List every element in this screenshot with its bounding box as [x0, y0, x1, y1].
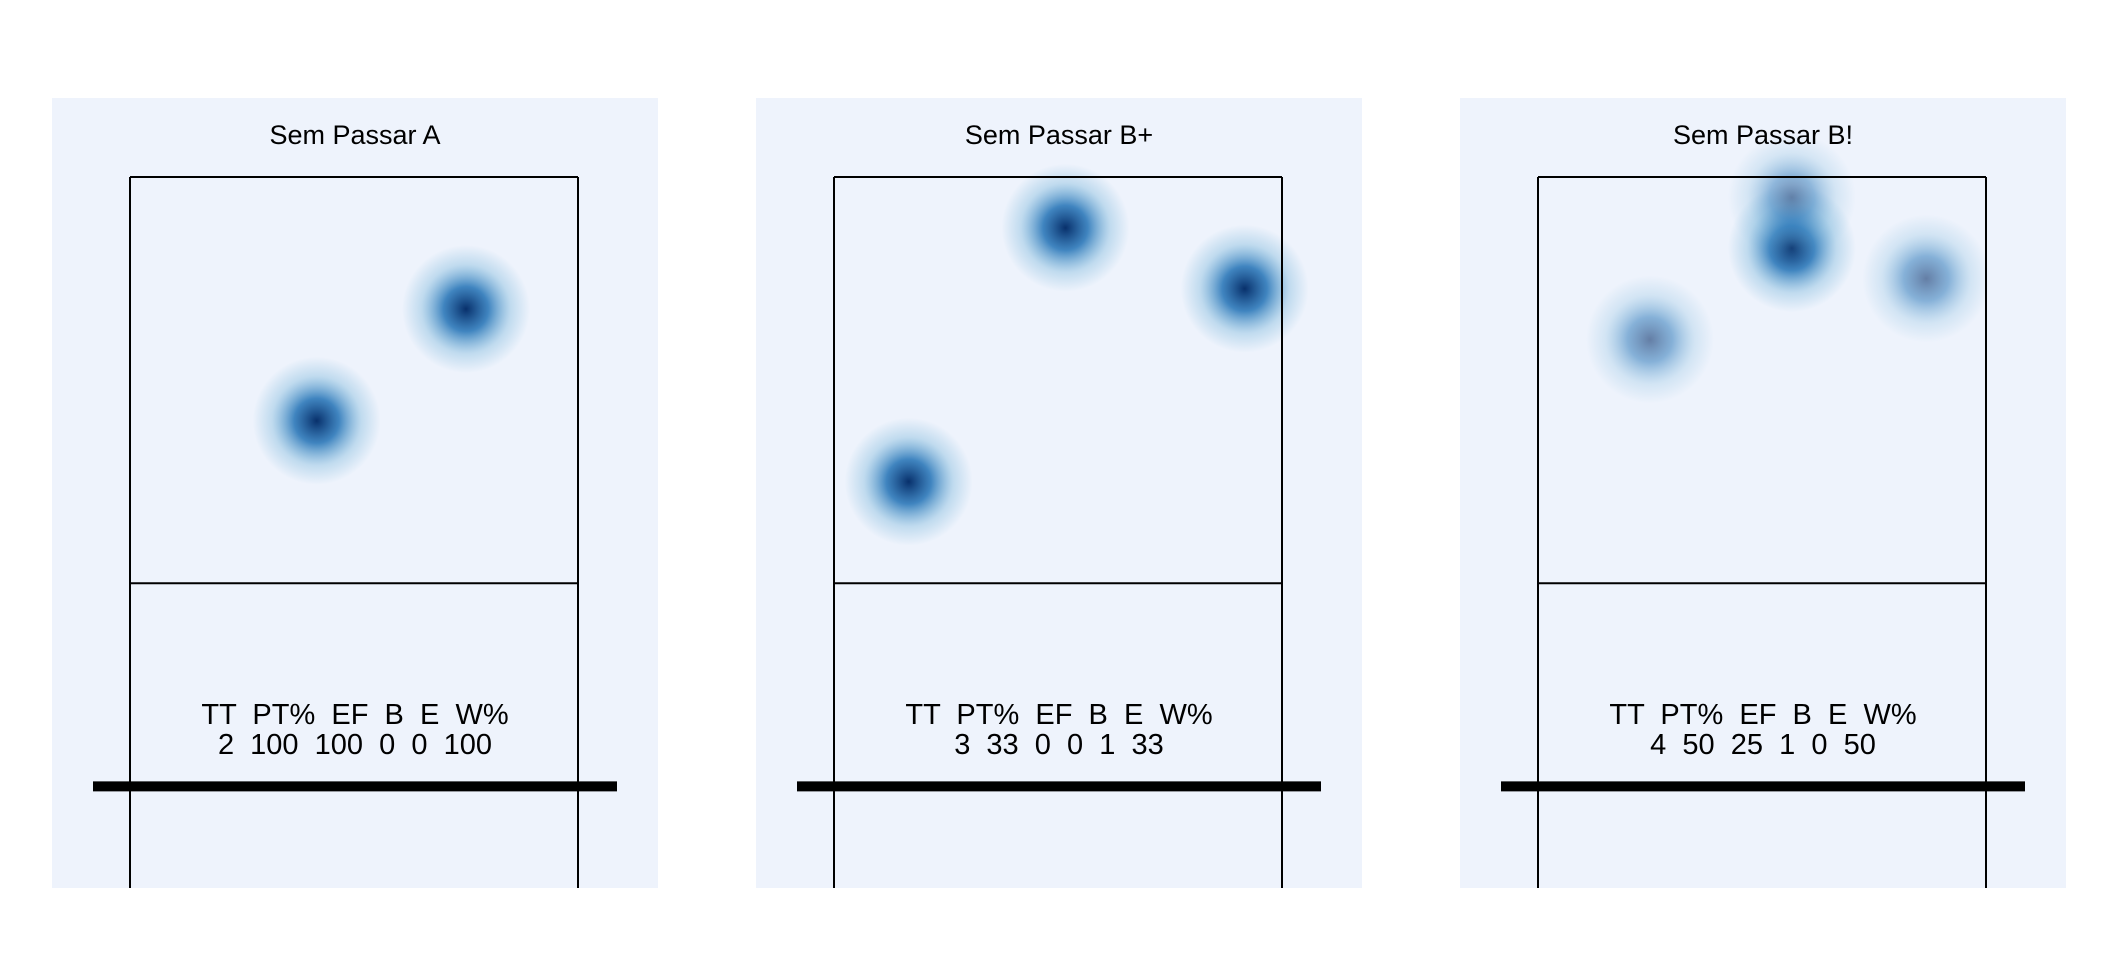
stats-values-3: 4 50 25 1 0 50 [1650, 729, 1876, 761]
court-heatmap-1 [93, 176, 617, 888]
stats-header-2: TT PT% EF B E W% [905, 699, 1213, 731]
court-heatmap-2 [797, 163, 1321, 888]
panel-title-2: Sem Passar B+ [964, 120, 1154, 150]
heat-hotspot [1001, 163, 1130, 292]
heat-hotspot [1862, 214, 1991, 343]
panel-title-3: Sem Passar B! [1672, 120, 1854, 150]
heat-hotspot [252, 356, 381, 485]
panel-3: Sem Passar B! TT PT% EF B E W% 4 50 25 1… [1460, 98, 2066, 888]
panel-2: Sem Passar B+ TT PT% EF B E W% 3 33 0 0 … [756, 98, 1362, 888]
heat-hotspot [402, 245, 530, 374]
panel-title-1: Sem Passar A [269, 120, 441, 150]
heat-hotspot [1586, 275, 1714, 404]
court-heatmap-3 [1501, 133, 2025, 888]
stats-header-1: TT PT% EF B E W% [201, 699, 509, 731]
heat-hotspot [844, 417, 973, 546]
stats-values-2: 3 33 0 0 1 33 [954, 729, 1164, 761]
panel-1: Sem Passar A TT PT% EF B E W% 2 100 100 … [52, 98, 658, 888]
heat-hotspot [1727, 133, 1856, 262]
stats-header-3: TT PT% EF B E W% [1609, 699, 1917, 731]
stats-values-1: 2 100 100 0 0 100 [217, 729, 493, 761]
heat-hotspot [1180, 224, 1309, 353]
